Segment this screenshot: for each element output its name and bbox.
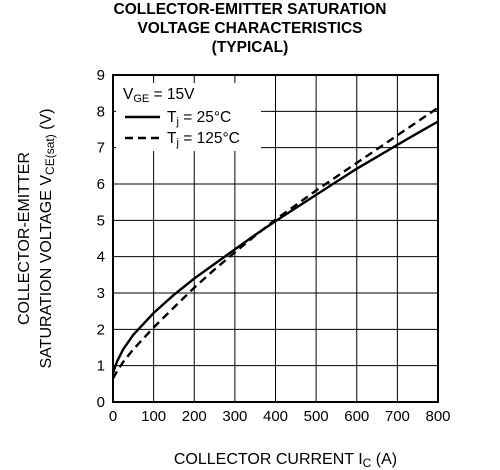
- x-tick-label: 500: [304, 408, 329, 425]
- legend-condition: VGE = 15V: [123, 86, 195, 105]
- x-tick-label: 700: [385, 408, 410, 425]
- legend-label-2: Tj = 125°C: [167, 130, 240, 149]
- chart-title-line-2: VOLTAGE CHARACTERISTICS: [137, 20, 363, 37]
- plot-frame: [112, 74, 439, 403]
- legend: VGE = 15V Tj = 25°C Tj = 125°C: [123, 86, 240, 149]
- x-tick-label: 300: [222, 408, 247, 425]
- y-tick-label: 0: [97, 394, 105, 411]
- y-axis-label-line-1: COLLECTOR-EMITTER: [16, 152, 33, 325]
- x-tick-label: 0: [109, 408, 117, 425]
- x-tick-label: 400: [263, 408, 288, 425]
- x-tick-label: 100: [141, 408, 166, 425]
- y-tick-label: 8: [97, 103, 105, 120]
- y-tick-label: 3: [97, 285, 105, 302]
- y-tick-label: 1: [97, 358, 105, 375]
- x-tick-label: 800: [425, 408, 450, 425]
- y-tick-label: 2: [97, 321, 105, 338]
- series-layer: [111, 106, 439, 379]
- y-tick-label: 6: [97, 176, 105, 193]
- chart-title-line-1: COLLECTOR-EMITTER SATURATION: [113, 1, 387, 18]
- y-tick-label: 4: [97, 249, 105, 266]
- y-tick-label: 5: [97, 212, 105, 229]
- axis-labels: COLLECTOR CURRENT IC (A) COLLECTOR-EMITTE…: [16, 109, 397, 470]
- chart-title-line-3: (TYPICAL): [211, 39, 289, 56]
- x-tick-label: 200: [182, 408, 207, 425]
- legend-label-1: Tj = 25°C: [167, 109, 231, 128]
- series-line-2: [111, 106, 439, 379]
- x-axis-label: COLLECTOR CURRENT IC (A): [174, 451, 397, 470]
- y-tick-label: 7: [97, 140, 105, 157]
- y-tick-label: 9: [97, 67, 105, 84]
- y-axis-label-line-2: SATURATION VOLTAGE VCE(sat) (V): [38, 109, 57, 369]
- x-tick-label: 600: [344, 408, 369, 425]
- tick-labels: 0 100 200 300 400 500 600 700 800 0 1 2 3 4 5 6 7 8 9: [97, 67, 451, 425]
